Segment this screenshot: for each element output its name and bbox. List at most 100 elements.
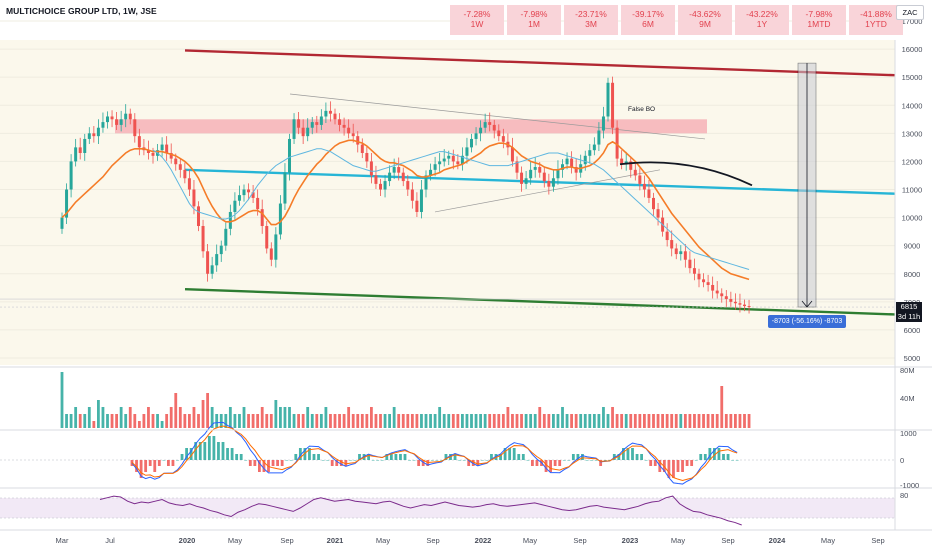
perf-cell-1y[interactable]: -43.22% 1Y xyxy=(735,5,789,35)
macd-hist-bar xyxy=(640,454,643,460)
macd-hist-bar xyxy=(649,460,653,466)
macd-hist-bar xyxy=(412,460,416,461)
candle-body xyxy=(288,138,291,173)
macd-hist-bar xyxy=(280,460,284,466)
perf-cell-3m[interactable]: -23.71% 3M xyxy=(564,5,618,35)
candle-body xyxy=(342,124,346,128)
perf-cell-1ytd[interactable]: -41.88% 1YTD xyxy=(849,5,903,35)
volume-bar xyxy=(388,414,391,428)
perf-cell-9m[interactable]: -43.62% 9M xyxy=(678,5,732,35)
candle-body xyxy=(360,144,364,153)
perf-cell-1m[interactable]: -7.98% 1M xyxy=(507,5,561,35)
volume-bar xyxy=(602,407,605,428)
volume-bar xyxy=(319,414,323,428)
macd-hist-bar xyxy=(512,448,516,460)
candle-body xyxy=(328,110,332,114)
volume-bar xyxy=(215,414,219,428)
candle-body xyxy=(533,167,537,170)
perf-period: 1MTD xyxy=(807,19,831,29)
candle-body xyxy=(488,122,492,125)
volume-bar xyxy=(674,414,678,428)
macd-hist-bar xyxy=(285,460,289,461)
volume-bar xyxy=(515,414,519,428)
perf-value: -39.17% xyxy=(632,9,664,19)
macd-hist-bar xyxy=(453,454,457,460)
candle-body xyxy=(715,290,719,294)
macd-hist-bar xyxy=(622,448,625,460)
macd-hist-bar xyxy=(590,460,593,461)
candle-body xyxy=(324,110,328,117)
volume-bar xyxy=(506,407,510,428)
macd-hist-bar xyxy=(171,460,175,466)
candle-body xyxy=(588,150,592,156)
volume-bar xyxy=(424,414,428,428)
candle-body xyxy=(233,200,237,212)
macd-hist-bar xyxy=(653,460,657,466)
candle-body xyxy=(561,164,564,170)
currency-selector[interactable]: ZAC xyxy=(896,5,924,20)
candle-body xyxy=(106,116,109,123)
volume-bar xyxy=(620,414,624,428)
perf-period: 1YTD xyxy=(865,19,887,29)
volume-bar xyxy=(738,414,742,428)
macd-hist-bar xyxy=(421,460,425,466)
candle-body xyxy=(674,248,678,255)
perf-period: 6M xyxy=(642,19,654,29)
macd-hist-bar xyxy=(176,460,179,461)
x-tick-label: May xyxy=(376,536,390,545)
candle-body xyxy=(401,172,405,182)
perf-cell-6m[interactable]: -39.17% 6M xyxy=(621,5,675,35)
candle-body xyxy=(392,167,396,173)
bar-countdown: 3d 11h xyxy=(897,312,921,321)
perf-cell-1w[interactable]: -7.28% 1W xyxy=(450,5,504,35)
macd-axis-label: -1000 xyxy=(900,481,919,490)
candle-body xyxy=(119,119,123,125)
volume-bar xyxy=(165,414,169,428)
candle-body xyxy=(187,178,191,190)
macd-hist-bar xyxy=(226,448,229,460)
candle-body xyxy=(201,226,205,252)
candle-body xyxy=(492,124,496,131)
volume-bar xyxy=(656,414,660,428)
candle-body xyxy=(642,183,646,190)
perf-cell-1mtd[interactable]: -7.98% 1MTD xyxy=(792,5,846,35)
annotation-false-bo: False BO xyxy=(628,106,655,113)
x-tick-label: May xyxy=(228,536,242,545)
macd-hist-bar xyxy=(626,448,630,460)
rsi-line xyxy=(99,495,742,526)
candle-body xyxy=(265,226,269,249)
candle-body xyxy=(219,245,223,255)
volume-bar xyxy=(333,414,337,428)
volume-bar xyxy=(128,407,132,428)
candle-body xyxy=(456,161,460,165)
macd-hist-bar xyxy=(676,460,680,472)
candle-body xyxy=(169,152,173,159)
sma-line xyxy=(152,148,750,271)
volume-bar xyxy=(360,414,364,428)
candle-body xyxy=(565,158,569,165)
volume-bar xyxy=(206,393,209,428)
macd-hist-bar xyxy=(608,460,612,461)
volume-bar xyxy=(456,414,460,428)
volume-axis-label: 80M xyxy=(900,366,915,375)
volume-bar xyxy=(106,414,109,428)
candle-body xyxy=(688,259,692,269)
candle-body xyxy=(165,144,169,153)
volume-bar xyxy=(474,414,478,428)
volume-bar xyxy=(310,414,314,428)
candle-body xyxy=(497,130,501,137)
candle-body xyxy=(697,273,701,280)
volume-bar xyxy=(583,414,587,428)
volume-bar xyxy=(124,414,128,428)
volume-bar xyxy=(433,414,437,428)
macd-hist-bar xyxy=(144,460,148,472)
macd-hist-bar xyxy=(294,454,298,460)
volume-bar xyxy=(483,414,487,428)
y-tick-label: 6000 xyxy=(904,326,921,335)
volume-bar xyxy=(588,414,592,428)
macd-hist-bar xyxy=(339,460,343,466)
macd-hist-bar xyxy=(576,454,580,460)
candle-body xyxy=(92,133,96,137)
candle-body xyxy=(269,248,273,260)
